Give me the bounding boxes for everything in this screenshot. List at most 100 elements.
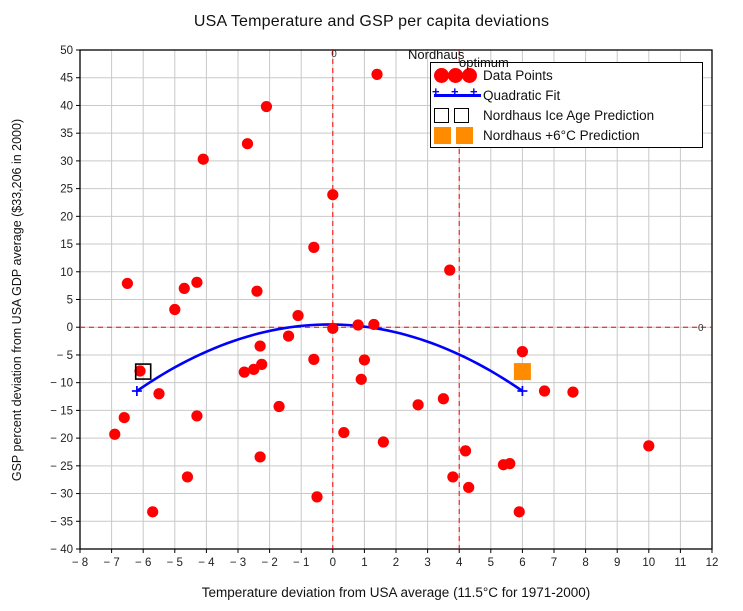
legend: Data Points + + + Quadratic Fit Nordhaus I…: [430, 62, 703, 148]
legend-label-data-points: Data Points: [483, 67, 553, 83]
plus6c-prediction-marker: [513, 363, 531, 381]
x-tick-label: − 1: [293, 557, 309, 569]
x-tick-label: 11: [674, 557, 686, 569]
data-point: [260, 100, 273, 113]
data-point: [308, 241, 320, 253]
x-tick-label: − 6: [135, 557, 151, 569]
data-point: [447, 471, 459, 483]
legend-label-plus6c-prediction: Nordhaus +6°C Prediction: [483, 127, 640, 143]
x-tick-label: − 2: [261, 557, 277, 569]
y-tick-label: 0: [67, 322, 73, 334]
data-point: [191, 276, 203, 288]
data-point: [371, 68, 383, 80]
blue-line-plus-marker-icon: + + +: [432, 85, 483, 98]
red-circle-marker-icon: [434, 67, 483, 83]
x-tick-label: 0: [330, 557, 336, 569]
y-tick-label: 35: [60, 128, 73, 140]
x-tick-label: 10: [642, 557, 655, 569]
x-tick-label: 12: [706, 557, 719, 569]
data-point: [169, 303, 181, 316]
data-point: [121, 277, 133, 290]
data-point: [251, 285, 263, 297]
data-point: [377, 436, 389, 448]
data-point: [358, 354, 370, 366]
data-point: [437, 393, 449, 405]
data-point: [118, 411, 130, 424]
x-tick-label: − 3: [230, 557, 246, 569]
data-point: [273, 400, 285, 413]
data-point: [241, 138, 254, 150]
y-tick-label: − 35: [50, 516, 73, 528]
y-axis-title: GSP percent deviation from USA GDP avera…: [10, 118, 24, 482]
data-point: [134, 365, 146, 377]
data-point: [147, 506, 159, 518]
data-point: [308, 353, 320, 365]
y-tick-label: − 15: [50, 405, 73, 417]
data-point: [513, 506, 525, 518]
y-tick-label: − 10: [50, 378, 73, 390]
data-point: [311, 491, 323, 503]
y-tick-label: 5: [67, 295, 73, 307]
data-point: [567, 386, 579, 398]
data-point: [459, 445, 472, 457]
data-point: [368, 318, 380, 331]
y-tick-label: − 5: [57, 350, 73, 362]
data-point: [191, 410, 203, 422]
y-tick-label: − 30: [50, 489, 73, 501]
data-point: [292, 309, 304, 322]
ice-age-prediction-marker: [134, 363, 152, 380]
data-point: [256, 358, 268, 370]
annotation-nordhaus-optimum-line2: optimum: [459, 55, 509, 70]
chart-title: USA Temperature and GSP per capita devia…: [193, 13, 550, 30]
data-point: [352, 319, 364, 331]
data-point: [327, 189, 339, 201]
x-tick-label: 4: [456, 557, 463, 569]
data-point: [516, 346, 529, 358]
data-point: [463, 481, 475, 494]
legend-label-quadratic-fit: Quadratic Fit: [483, 87, 561, 103]
annotation-zero-gsp-label: 0: [698, 323, 704, 334]
y-tick-label: 20: [60, 211, 73, 223]
legend-label-ice-age-prediction: Nordhaus Ice Age Prediction: [483, 107, 655, 123]
annotation-zero-temperature-label: 0: [331, 49, 337, 60]
data-point: [254, 451, 266, 463]
y-tick-label: 25: [60, 184, 73, 196]
y-tick-label: − 20: [50, 433, 73, 445]
data-point: [444, 264, 456, 276]
y-tick-label: − 40: [50, 544, 73, 556]
data-point: [504, 458, 516, 470]
data-point: [538, 385, 551, 397]
x-tick-label: 1: [361, 557, 367, 569]
data-point: [197, 153, 209, 165]
x-tick-label: 2: [393, 557, 399, 569]
legend-item-quadratic-fit: + + + Quadratic Fit: [432, 85, 702, 105]
plot-border: [79, 49, 713, 550]
open-square-marker-icon: [434, 107, 483, 123]
data-point: [254, 340, 266, 352]
x-tick-label: 8: [582, 557, 588, 569]
y-tick-label: 40: [60, 100, 73, 112]
orange-square-marker-icon: [434, 126, 483, 144]
quadratic-fit-curve: [136, 323, 524, 393]
x-tick-label: − 8: [72, 557, 88, 569]
data-point: [109, 428, 121, 440]
legend-item-ice-age-prediction: Nordhaus Ice Age Prediction: [434, 105, 702, 125]
legend-item-data-points: Data Points: [434, 65, 702, 85]
x-axis-title: Temperature deviation from USA average (…: [201, 585, 591, 600]
y-tick-label: 30: [60, 156, 73, 168]
data-point: [178, 282, 190, 295]
y-tick-label: 50: [60, 45, 73, 57]
x-tick-label: − 4: [198, 557, 215, 569]
x-tick-label: 6: [519, 557, 525, 569]
y-tick-label: 45: [60, 73, 73, 85]
x-tick-label: 9: [614, 557, 620, 569]
annotation-nordhaus-optimum-line1: Nordhaus: [408, 47, 465, 62]
x-tick-label: 7: [551, 557, 557, 569]
x-tick-label: − 5: [167, 557, 183, 569]
data-point: [338, 426, 350, 439]
data-point: [181, 471, 194, 483]
data-point: [153, 388, 165, 400]
y-tick-label: 15: [60, 239, 73, 251]
y-tick-label: − 25: [50, 461, 73, 473]
data-point: [355, 373, 367, 385]
